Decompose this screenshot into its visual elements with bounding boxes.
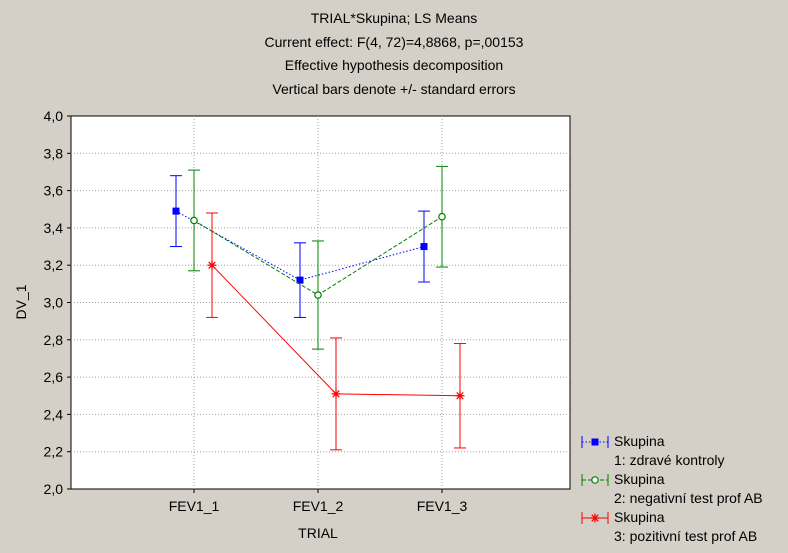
- series-3: [206, 212, 466, 451]
- legend-item-3: Skupina 3: pozitivní test prof AB: [578, 508, 786, 546]
- data-point: [314, 291, 322, 299]
- y-tick-label: 2,4: [44, 406, 64, 422]
- y-tick-label: 2,0: [44, 481, 64, 497]
- y-tick-label: 3,2: [44, 257, 64, 273]
- legend-symbol-2: [581, 474, 609, 486]
- data-point: [207, 260, 217, 270]
- legend-marker: [590, 513, 600, 523]
- legend-item-1: Skupina 1: zdravé kontroly: [578, 432, 786, 470]
- data-point: [296, 276, 304, 284]
- legend-name-1: Skupina: [614, 433, 665, 449]
- data-point: [172, 207, 180, 215]
- title-line-2: Current effect: F(4, 72)=4,8868, p=,0015…: [264, 34, 524, 50]
- legend-sub-2: 2: negativní test prof AB: [614, 490, 763, 506]
- series-group: [170, 165, 466, 451]
- data-point: [455, 391, 465, 401]
- x-axis: FEV1_1 FEV1_2 FEV1_3: [169, 489, 468, 514]
- x-tick-label: FEV1_2: [293, 498, 344, 514]
- y-axis: 2,0 2,2 2,4 2,6 2,8 3,0 3,2 3,4 3,6 3,8 4,0: [44, 108, 71, 497]
- x-axis-title: TRIAL: [298, 525, 338, 541]
- data-point: [331, 389, 341, 399]
- x-tick-label: FEV1_3: [417, 498, 468, 514]
- legend-marker: [591, 438, 599, 446]
- legend: Skupina 1: zdravé kontroly Skupina 2: ne…: [578, 432, 786, 546]
- y-tick-label: 3,0: [44, 295, 64, 311]
- title-line-4: Vertical bars denote +/- standard errors: [272, 81, 516, 97]
- y-tick-label: 2,2: [44, 444, 64, 460]
- x-tick-label: FEV1_1: [169, 498, 220, 514]
- series-line-1: [175, 210, 425, 281]
- legend-symbol-3: [581, 512, 609, 524]
- legend-item-2: Skupina 2: negativní test prof AB: [578, 470, 786, 508]
- title-line-3: Effective hypothesis decomposition: [284, 57, 504, 73]
- y-tick-label: 4,0: [44, 108, 64, 124]
- data-point: [438, 212, 446, 221]
- legend-text-2: Skupina 2: negativní test prof AB: [614, 470, 763, 508]
- series-2: [188, 165, 448, 350]
- legend-name-3: Skupina: [614, 509, 665, 525]
- y-axis-title: DV_1: [13, 284, 29, 319]
- legend-text-1: Skupina 1: zdravé kontroly: [614, 432, 725, 470]
- legend-symbol-1: [581, 436, 609, 448]
- legend-sub-3: 3: pozitivní test prof AB: [614, 528, 758, 544]
- data-point: [190, 216, 198, 225]
- series-1: [170, 175, 430, 318]
- legend-marker: [591, 476, 599, 484]
- y-tick-label: 2,6: [44, 369, 64, 385]
- legend-sub-1: 1: zdravé kontroly: [614, 452, 725, 468]
- legend-name-2: Skupina: [614, 471, 665, 487]
- y-tick-label: 2,8: [44, 332, 64, 348]
- data-point: [420, 243, 428, 251]
- y-tick-label: 3,6: [44, 183, 64, 199]
- y-tick-label: 3,4: [44, 220, 64, 236]
- y-tick-label: 3,8: [44, 145, 64, 161]
- legend-text-3: Skupina 3: pozitivní test prof AB: [614, 508, 757, 546]
- title-line-1: TRIAL*Skupina; LS Means: [310, 10, 478, 26]
